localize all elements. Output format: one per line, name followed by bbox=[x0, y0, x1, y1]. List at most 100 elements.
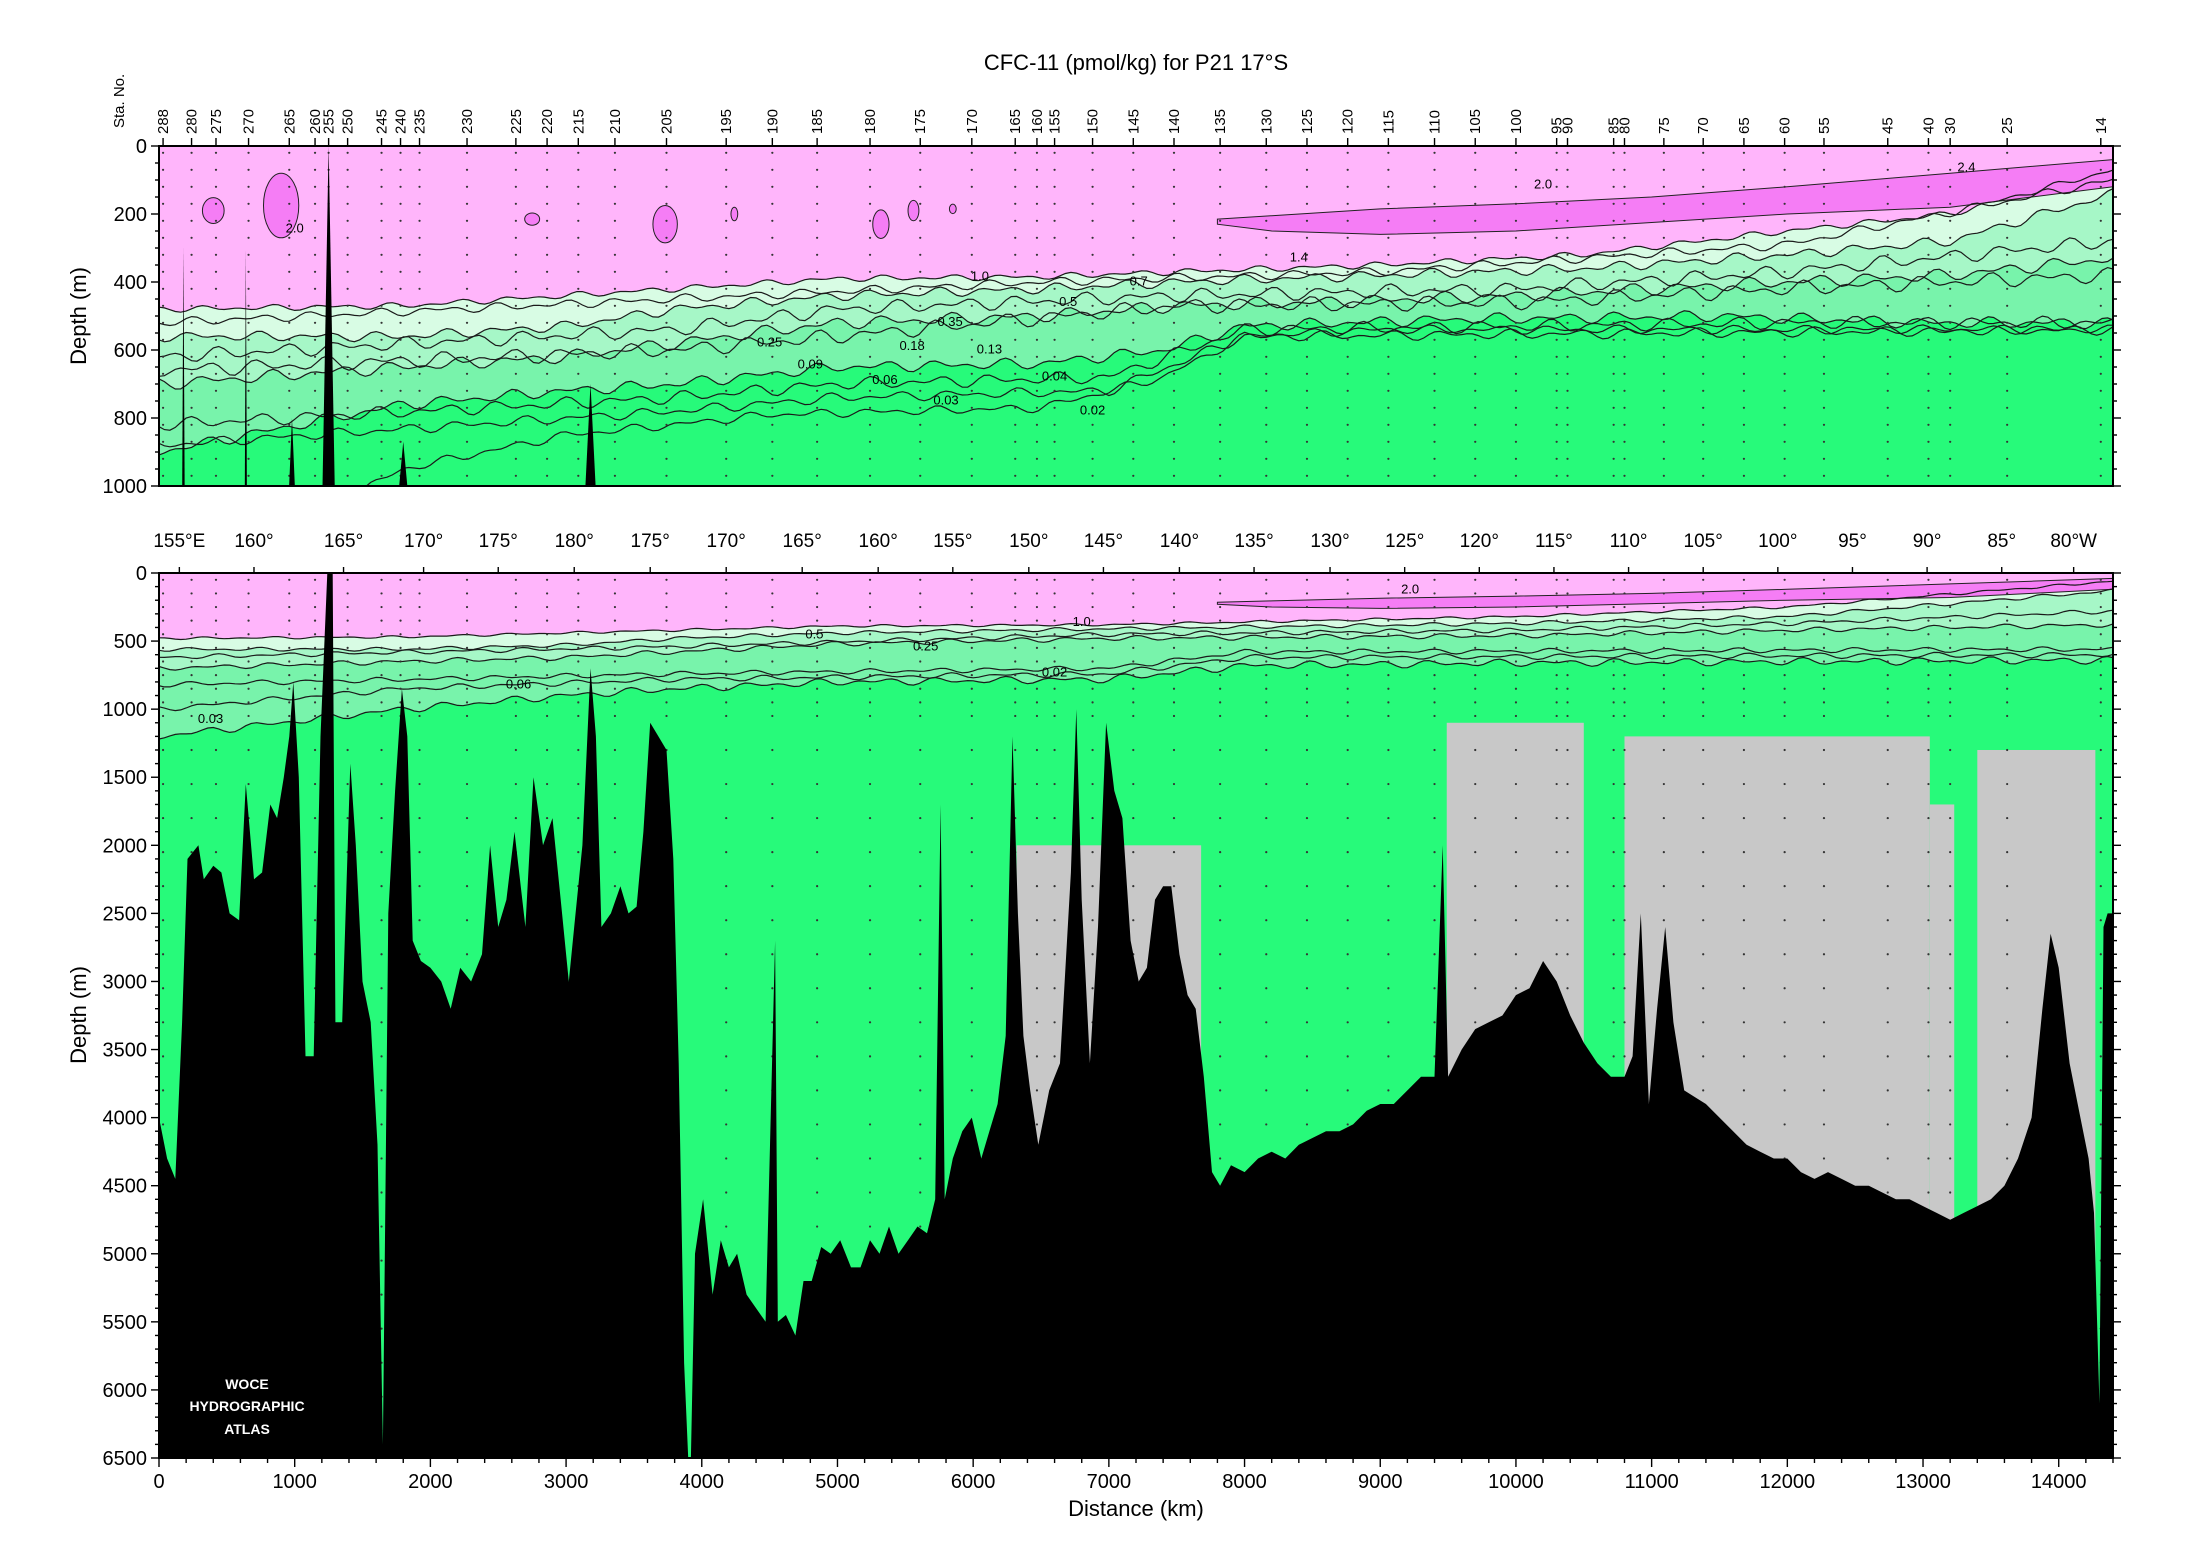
sample-dot bbox=[1927, 851, 1930, 854]
sample-dot bbox=[1927, 1021, 1930, 1024]
sample-dot bbox=[868, 457, 872, 460]
sample-dot bbox=[190, 816, 193, 820]
sample-dot bbox=[380, 423, 383, 426]
sample-dot bbox=[868, 440, 872, 443]
sample-dot bbox=[2099, 389, 2102, 392]
sample-dot bbox=[1623, 885, 1626, 888]
sample-dot bbox=[1612, 782, 1615, 786]
sample-dot bbox=[465, 202, 469, 205]
sample-dot bbox=[919, 816, 922, 820]
sample-dot bbox=[771, 674, 774, 677]
sample-dot bbox=[399, 592, 402, 595]
sample-dot bbox=[1132, 619, 1135, 622]
sample-dot bbox=[545, 236, 549, 239]
sample-dot bbox=[346, 185, 349, 188]
sample-dot bbox=[1387, 270, 1390, 273]
sample-dot bbox=[161, 1055, 165, 1058]
sample-dot bbox=[868, 1225, 872, 1228]
sample-dot bbox=[1662, 748, 1665, 752]
sample-dot bbox=[2099, 953, 2102, 956]
sample-dot bbox=[1035, 578, 1039, 581]
sample-dot bbox=[1702, 287, 1705, 290]
sample-dot bbox=[418, 389, 421, 392]
contour-line bbox=[159, 655, 2113, 740]
sample-dot bbox=[1091, 687, 1094, 690]
sample-dot bbox=[214, 236, 218, 239]
sample-dot bbox=[313, 633, 317, 636]
sample-dot bbox=[2006, 714, 2009, 718]
sample-dot bbox=[1346, 714, 1349, 718]
sample-dot bbox=[613, 660, 617, 663]
sample-dot bbox=[1886, 816, 1889, 820]
sample-dot bbox=[190, 372, 193, 375]
sample-dot bbox=[725, 253, 728, 256]
sample-dot bbox=[1566, 406, 1569, 409]
sample-dot bbox=[190, 714, 193, 718]
sample-dot bbox=[577, 687, 580, 690]
sample-dot bbox=[665, 236, 668, 239]
sample-dot bbox=[1053, 748, 1056, 752]
sample-dot bbox=[418, 440, 421, 443]
sample-dot bbox=[1474, 406, 1477, 409]
sample-dot bbox=[577, 219, 580, 222]
sample-dot bbox=[1433, 440, 1436, 443]
sample-dot bbox=[161, 253, 165, 256]
sample-dot bbox=[2099, 919, 2102, 922]
sample-dot bbox=[1433, 782, 1436, 786]
sample-dot bbox=[1886, 321, 1889, 324]
sample-dot bbox=[1132, 474, 1135, 477]
sample-dot bbox=[545, 304, 549, 307]
sample-dot bbox=[2099, 1021, 2102, 1024]
y-tick-label: 2000 bbox=[103, 835, 148, 857]
sample-dot bbox=[1949, 701, 1952, 704]
sample-dot bbox=[1219, 851, 1222, 854]
sample-dot bbox=[380, 1021, 383, 1024]
sample-dot bbox=[970, 816, 973, 820]
sample-dot bbox=[190, 457, 193, 460]
sample-dot bbox=[161, 646, 165, 649]
sample-dot bbox=[1886, 1123, 1889, 1126]
sample-dot bbox=[1387, 816, 1390, 820]
sample-dot bbox=[1822, 782, 1826, 786]
x-tick-label: 8000 bbox=[1222, 1471, 1267, 1493]
sample-dot bbox=[577, 748, 580, 752]
sample-dot bbox=[816, 714, 819, 718]
sample-dot bbox=[380, 389, 383, 392]
sample-dot bbox=[1474, 605, 1477, 609]
sample-dot bbox=[288, 423, 291, 426]
sample-dot bbox=[1035, 185, 1039, 188]
sample-dot bbox=[2006, 1021, 2009, 1024]
sample-dot bbox=[1035, 714, 1039, 718]
sample-dot bbox=[1742, 202, 1746, 205]
sample-dot bbox=[665, 701, 668, 704]
sample-dot bbox=[970, 440, 973, 443]
sample-dot bbox=[1886, 151, 1889, 154]
sample-dot bbox=[816, 851, 819, 854]
sample-dot bbox=[214, 646, 218, 649]
sample-dot bbox=[1474, 701, 1477, 704]
sample-dot bbox=[161, 619, 165, 622]
sample-dot bbox=[399, 389, 402, 392]
sample-dot bbox=[1783, 406, 1786, 409]
sample-dot bbox=[545, 389, 549, 392]
sample-dot bbox=[1132, 185, 1135, 188]
sample-dot bbox=[380, 851, 383, 854]
sample-dot bbox=[214, 592, 218, 595]
sample-dot bbox=[1265, 816, 1268, 820]
contour-label: 0.7 bbox=[1130, 273, 1148, 288]
sample-dot bbox=[1612, 440, 1615, 443]
sample-dot bbox=[288, 338, 291, 341]
sample-dot bbox=[1053, 253, 1056, 256]
sample-dot bbox=[1091, 674, 1094, 677]
sample-dot bbox=[2099, 1157, 2102, 1160]
station-label: 95 bbox=[1549, 117, 1566, 134]
sample-dot bbox=[380, 1191, 383, 1194]
sample-dot bbox=[665, 578, 668, 581]
sample-dot bbox=[1035, 633, 1039, 636]
sample-dot bbox=[771, 338, 774, 341]
sample-dot bbox=[1387, 578, 1390, 581]
sample-dot bbox=[190, 270, 193, 273]
sample-dot bbox=[1662, 782, 1665, 786]
sample-dot bbox=[1132, 816, 1135, 820]
